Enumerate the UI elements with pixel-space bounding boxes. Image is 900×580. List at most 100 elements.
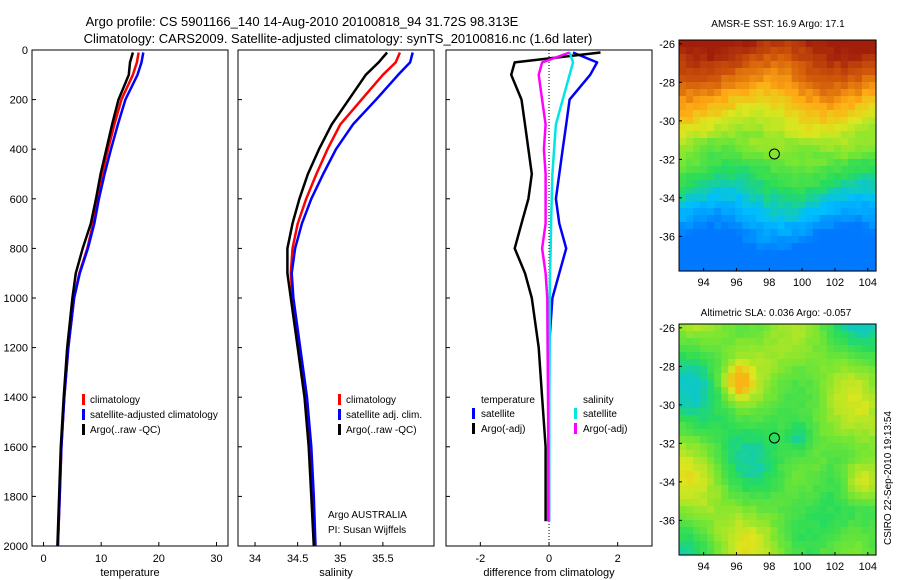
heatmap-cell xyxy=(840,131,849,139)
heatmap-cell xyxy=(777,352,786,360)
heatmap-cell xyxy=(777,422,786,430)
heatmap-cell xyxy=(847,331,856,339)
heatmap-cell xyxy=(861,40,870,48)
heatmap-cell xyxy=(826,513,835,521)
heatmap-cell xyxy=(700,117,708,125)
series-line xyxy=(56,52,135,547)
heatmap-cell xyxy=(805,506,814,514)
heatmap-cell xyxy=(693,464,701,472)
heatmap-cell xyxy=(756,359,765,367)
heatmap-cell xyxy=(679,201,687,209)
legend-swatch-temp-argo xyxy=(472,423,475,434)
heatmap-cell xyxy=(679,380,687,388)
heatmap-cell xyxy=(777,338,786,346)
heatmap-cell xyxy=(819,373,828,381)
heatmap-cell xyxy=(679,436,687,444)
heatmap-cell xyxy=(742,117,750,125)
heatmap-cell xyxy=(728,68,736,76)
heatmap-cell xyxy=(784,408,793,416)
heatmap-cell xyxy=(847,408,856,416)
heatmap-cell xyxy=(728,264,736,272)
heatmap-cell xyxy=(812,250,821,258)
heatmap-cell xyxy=(686,145,694,153)
heatmap-cell xyxy=(784,152,793,160)
x-tick-label: 94 xyxy=(698,561,710,573)
heatmap-cell xyxy=(826,187,835,195)
heatmap-cell xyxy=(728,352,736,360)
heatmap-cell xyxy=(714,61,722,69)
heatmap-cell xyxy=(721,131,729,139)
heatmap-cell xyxy=(679,124,687,132)
heatmap-cell xyxy=(805,373,814,381)
heatmap-cell xyxy=(686,408,694,416)
heatmap-cell xyxy=(707,257,715,265)
heatmap-cell xyxy=(854,40,863,48)
heatmap-cell xyxy=(826,124,835,132)
heatmap-cell xyxy=(847,82,856,90)
heatmap-cell xyxy=(812,478,821,486)
heatmap-cell xyxy=(826,499,835,507)
heatmap-cell xyxy=(819,166,828,174)
heatmap-cell xyxy=(693,257,701,265)
heatmap-cell xyxy=(798,40,807,48)
heatmap-cell xyxy=(693,61,701,69)
heatmap-cell xyxy=(819,68,828,76)
heatmap-cell xyxy=(721,124,729,132)
heatmap-cell xyxy=(742,145,750,153)
y-tick-label: -30 xyxy=(659,116,675,128)
heatmap-cell xyxy=(826,352,835,360)
heatmap-cell xyxy=(742,61,750,69)
heatmap-cell xyxy=(868,499,877,507)
heatmap-cell xyxy=(868,534,877,542)
heatmap-cell xyxy=(735,373,743,381)
heatmap-cell xyxy=(798,534,807,542)
heatmap-cell xyxy=(700,485,708,493)
heatmap-cell xyxy=(826,89,835,97)
heatmap-cell xyxy=(861,82,870,90)
heatmap-cell xyxy=(707,166,715,174)
heatmap-cell xyxy=(770,450,779,458)
heatmap-cell xyxy=(721,187,729,195)
heatmap-cell xyxy=(770,548,779,556)
heatmap-cell xyxy=(707,145,715,153)
heatmap-cell xyxy=(728,75,736,83)
heatmap-cell xyxy=(714,243,722,251)
heatmap-cell xyxy=(693,124,701,132)
heatmap-cell xyxy=(770,243,779,251)
heatmap-cell xyxy=(861,243,870,251)
heatmap-cell xyxy=(791,450,800,458)
heatmap-cell xyxy=(784,352,793,360)
heatmap-cell xyxy=(819,187,828,195)
heatmap-cell xyxy=(735,215,743,223)
heatmap-cell xyxy=(784,250,793,258)
heatmap-cell xyxy=(840,478,849,486)
heatmap-cell xyxy=(770,103,779,111)
heatmap-cell xyxy=(742,380,750,388)
heatmap-cell xyxy=(819,422,828,430)
heatmap-cell xyxy=(777,464,786,472)
x-tick-label: 20 xyxy=(153,553,165,565)
heatmap-cell xyxy=(735,61,743,69)
heatmap-cell xyxy=(763,82,772,90)
heatmap-cell xyxy=(798,152,807,160)
heatmap-cell xyxy=(693,345,701,353)
heatmap-cell xyxy=(812,68,821,76)
heatmap-cell xyxy=(847,387,856,395)
heatmap-cell xyxy=(770,506,779,514)
heatmap-cell xyxy=(742,187,750,195)
heatmap-cell xyxy=(826,110,835,118)
heatmap-cell xyxy=(854,222,863,230)
temperature-axes xyxy=(31,49,229,547)
heatmap-cell xyxy=(854,187,863,195)
heatmap-cell xyxy=(819,450,828,458)
heatmap-cell xyxy=(861,373,870,381)
heatmap-cell xyxy=(735,180,743,188)
heatmap-cell xyxy=(707,548,715,556)
heatmap-cell xyxy=(868,548,877,556)
heatmap-cell xyxy=(707,243,715,251)
heatmap-cell xyxy=(819,443,828,451)
heatmap-cell xyxy=(798,124,807,132)
heatmap-cell xyxy=(826,534,835,542)
heatmap-cell xyxy=(847,527,856,535)
